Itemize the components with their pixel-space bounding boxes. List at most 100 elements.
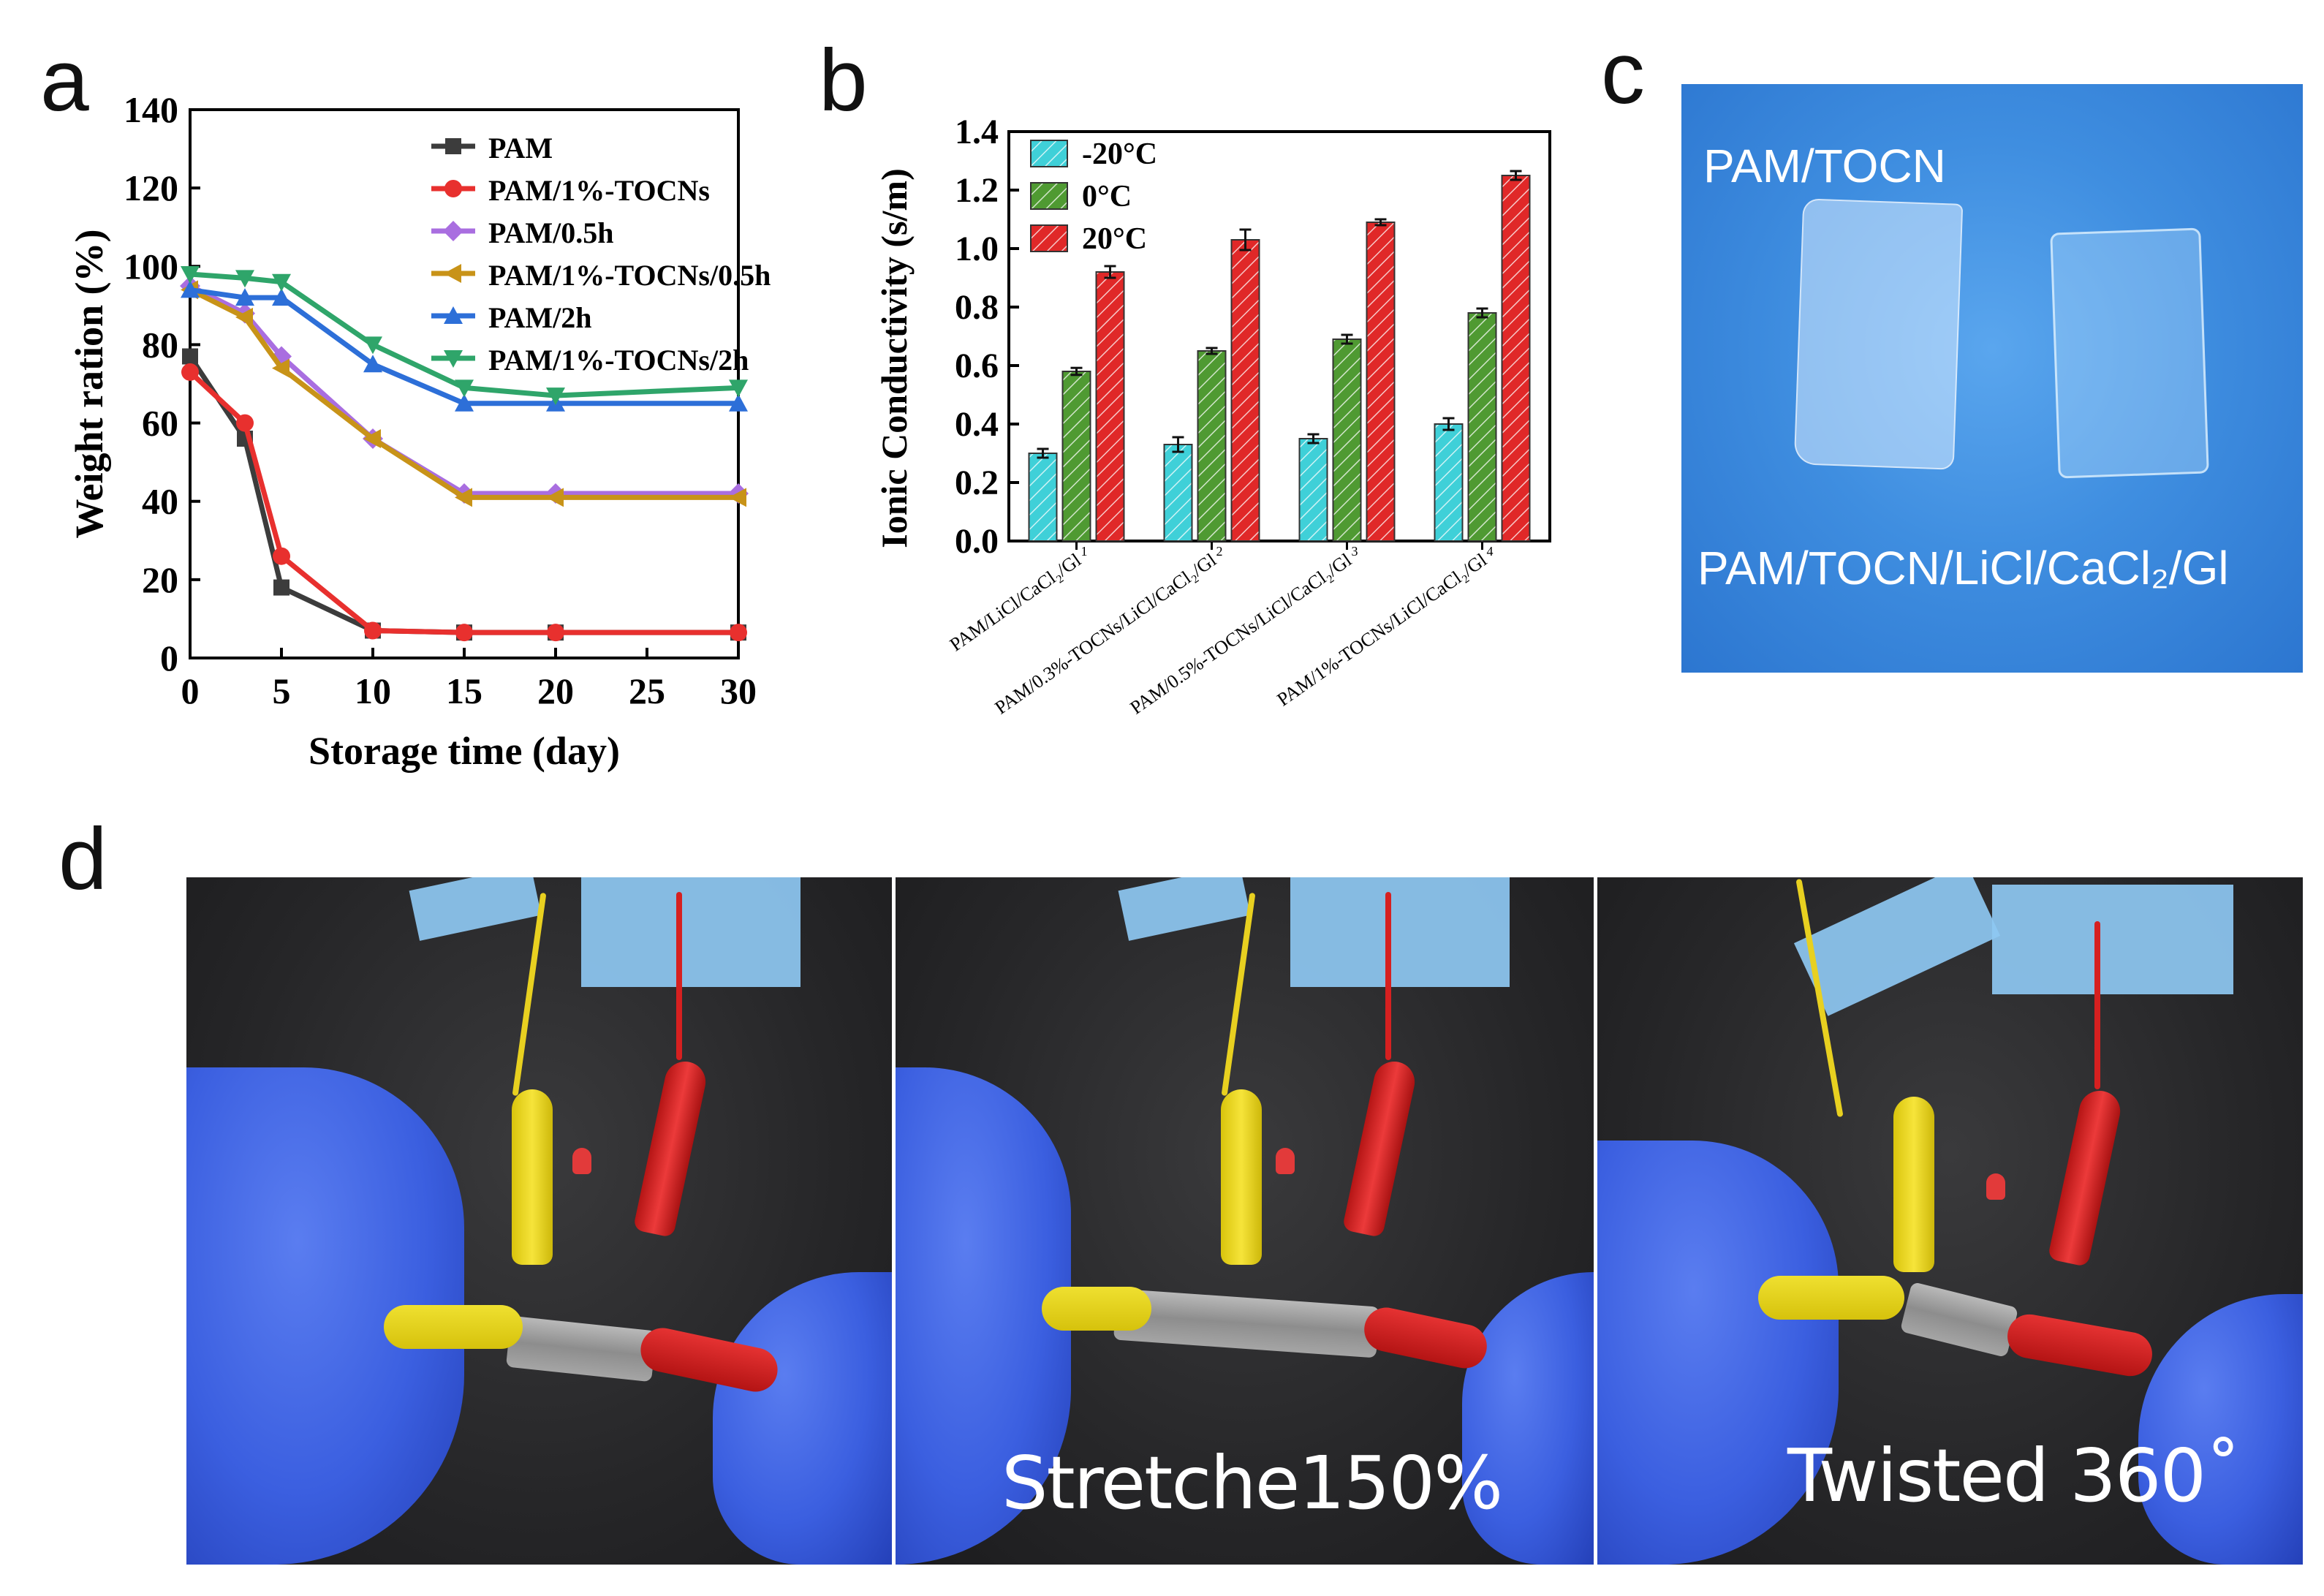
panel-label-c: c: [1601, 24, 1645, 122]
caption-twist: Twisted 360˚: [1787, 1433, 2241, 1519]
x-category-label: PAM/LiCl/CaCl₂/Gl: [946, 549, 1085, 655]
data-point: [455, 393, 474, 412]
data-point: [364, 621, 382, 640]
y-tick-label: 60: [142, 403, 178, 444]
data-point: [363, 355, 382, 373]
circuit-photo-twisted: Twisted 360˚: [1597, 877, 2303, 1565]
bar: [1197, 350, 1227, 542]
circuit-photo-stretched: Stretche150%: [896, 877, 1594, 1565]
y-tick-label: 120: [124, 167, 178, 208]
data-point: [181, 266, 200, 284]
x-tick-label: 15: [446, 670, 482, 711]
bar: [1332, 339, 1362, 542]
bar: [1501, 175, 1531, 542]
series-1: [181, 363, 747, 642]
bar: [1095, 271, 1125, 542]
y-axis-label: Weight ration (%): [67, 230, 111, 539]
y-tick-label: 0.8: [955, 288, 999, 327]
x-category-label: PAM/1%-TOCNs/LiCl/CaCl₂/Gl: [1273, 549, 1491, 710]
x-category-label: PAM/0.3%-TOCNs/LiCl/CaCl₂/Gl: [991, 549, 1220, 719]
data-point: [363, 429, 381, 448]
legend-swatch: [1030, 224, 1068, 252]
legend-swatch: [1030, 140, 1068, 167]
y-tick-label: 140: [124, 89, 178, 130]
panel-label-d: d: [58, 810, 107, 908]
data-point: [455, 379, 474, 398]
pam-tocn-licl-gel: [2050, 227, 2209, 479]
y-axis-label: Ionic Conductivity (s/m): [874, 168, 915, 548]
series-5: [181, 266, 748, 406]
x-category-label: PAM/0.5%-TOCNs/LiCl/CaCl₂/Gl: [1127, 549, 1355, 719]
photo-label-pam-tocn-licl: PAM/TOCN/LiCl/CaCl₂/Gl: [1697, 542, 2229, 594]
hydrogel-photo: PAM/TOCN PAM/TOCN/LiCl/CaCl₂/Gl: [1681, 84, 2303, 673]
bar: [1163, 444, 1193, 542]
x-tick-number: 1: [1081, 544, 1088, 559]
data-point: [455, 488, 472, 507]
data-point: [236, 414, 254, 432]
legend-label: PAM/1%-TOCNs/2h: [488, 344, 749, 377]
caption-stretch: Stretche150%: [1002, 1440, 1503, 1526]
x-axis-label: Storage time (day): [309, 729, 620, 773]
legend-label: -20°C: [1082, 137, 1157, 171]
data-point: [235, 270, 254, 288]
bar: [1434, 423, 1464, 542]
data-point: [729, 393, 748, 412]
weight-ratio-line-chart: 0 5 10 15 20 25 30 0 20 40 60 80 100 120 140 Storage ti…: [67, 89, 771, 773]
legend-swatch: [1030, 182, 1068, 210]
y-tick-label: 1.4: [955, 113, 999, 151]
y-tick-label: 0: [160, 638, 178, 678]
data-point: [272, 358, 289, 378]
y-tick-label: 1.0: [955, 230, 999, 268]
legend-marker: [444, 264, 461, 283]
y-tick-label: 20: [142, 559, 178, 600]
x-tick-number: 2: [1216, 544, 1223, 559]
data-point: [273, 579, 289, 596]
series-3: [181, 280, 746, 507]
bar: [1366, 222, 1396, 542]
data-point: [181, 363, 199, 381]
data-point: [181, 280, 200, 298]
y-tick-label: 0.6: [955, 347, 999, 385]
x-tick-label: 5: [273, 670, 291, 711]
panel-label-b: b: [819, 31, 868, 129]
y-tick-label: 1.2: [955, 171, 999, 210]
pam-tocn-gel: [1793, 198, 1964, 470]
legend-label: PAM/1%-TOCNs: [488, 174, 710, 207]
legend-label: PAM/1%-TOCNs/0.5h: [488, 259, 771, 292]
bar: [1028, 453, 1058, 542]
photo-label-pam-tocn: PAM/TOCN: [1703, 140, 1946, 192]
legend-label: PAM/2h: [488, 301, 591, 334]
x-tick-label: 20: [537, 670, 574, 711]
data-point: [272, 273, 291, 292]
data-point: [547, 624, 564, 642]
data-point: [455, 624, 473, 642]
data-point: [273, 547, 290, 565]
data-point: [730, 624, 747, 642]
legend-marker: [444, 350, 463, 368]
panel-label-a: a: [40, 31, 89, 129]
legend-label: PAM: [488, 132, 553, 164]
bar: [1230, 239, 1260, 542]
ionic-conductivity-bar-chart: 0.0 0.2 0.4 0.6 0.8 1.0 1.2 1.4 Ionic Conductivi…: [874, 113, 1551, 719]
legend-marker: [443, 221, 463, 241]
y-tick-label: 0.4: [955, 405, 999, 444]
legend-label: PAM/0.5h: [488, 216, 613, 249]
x-tick-label: 10: [355, 670, 391, 711]
data-point: [182, 348, 198, 365]
y-tick-label: 100: [124, 246, 178, 287]
legend-label: 0°C: [1082, 180, 1132, 213]
x-tick-label: 0: [181, 670, 200, 711]
data-point: [363, 336, 382, 355]
data-point: [729, 488, 746, 507]
data-point: [729, 379, 748, 398]
y-tick-label: 80: [142, 324, 178, 365]
legend-marker: [444, 306, 463, 324]
data-point: [235, 307, 253, 327]
y-tick-label: 0.2: [955, 464, 999, 502]
x-tick-label: 30: [720, 670, 757, 711]
data-point: [546, 387, 565, 406]
bar: [1061, 371, 1091, 542]
legend-label: 20°C: [1082, 222, 1147, 256]
bar: [1467, 312, 1497, 542]
x-tick-number: 3: [1352, 544, 1358, 559]
